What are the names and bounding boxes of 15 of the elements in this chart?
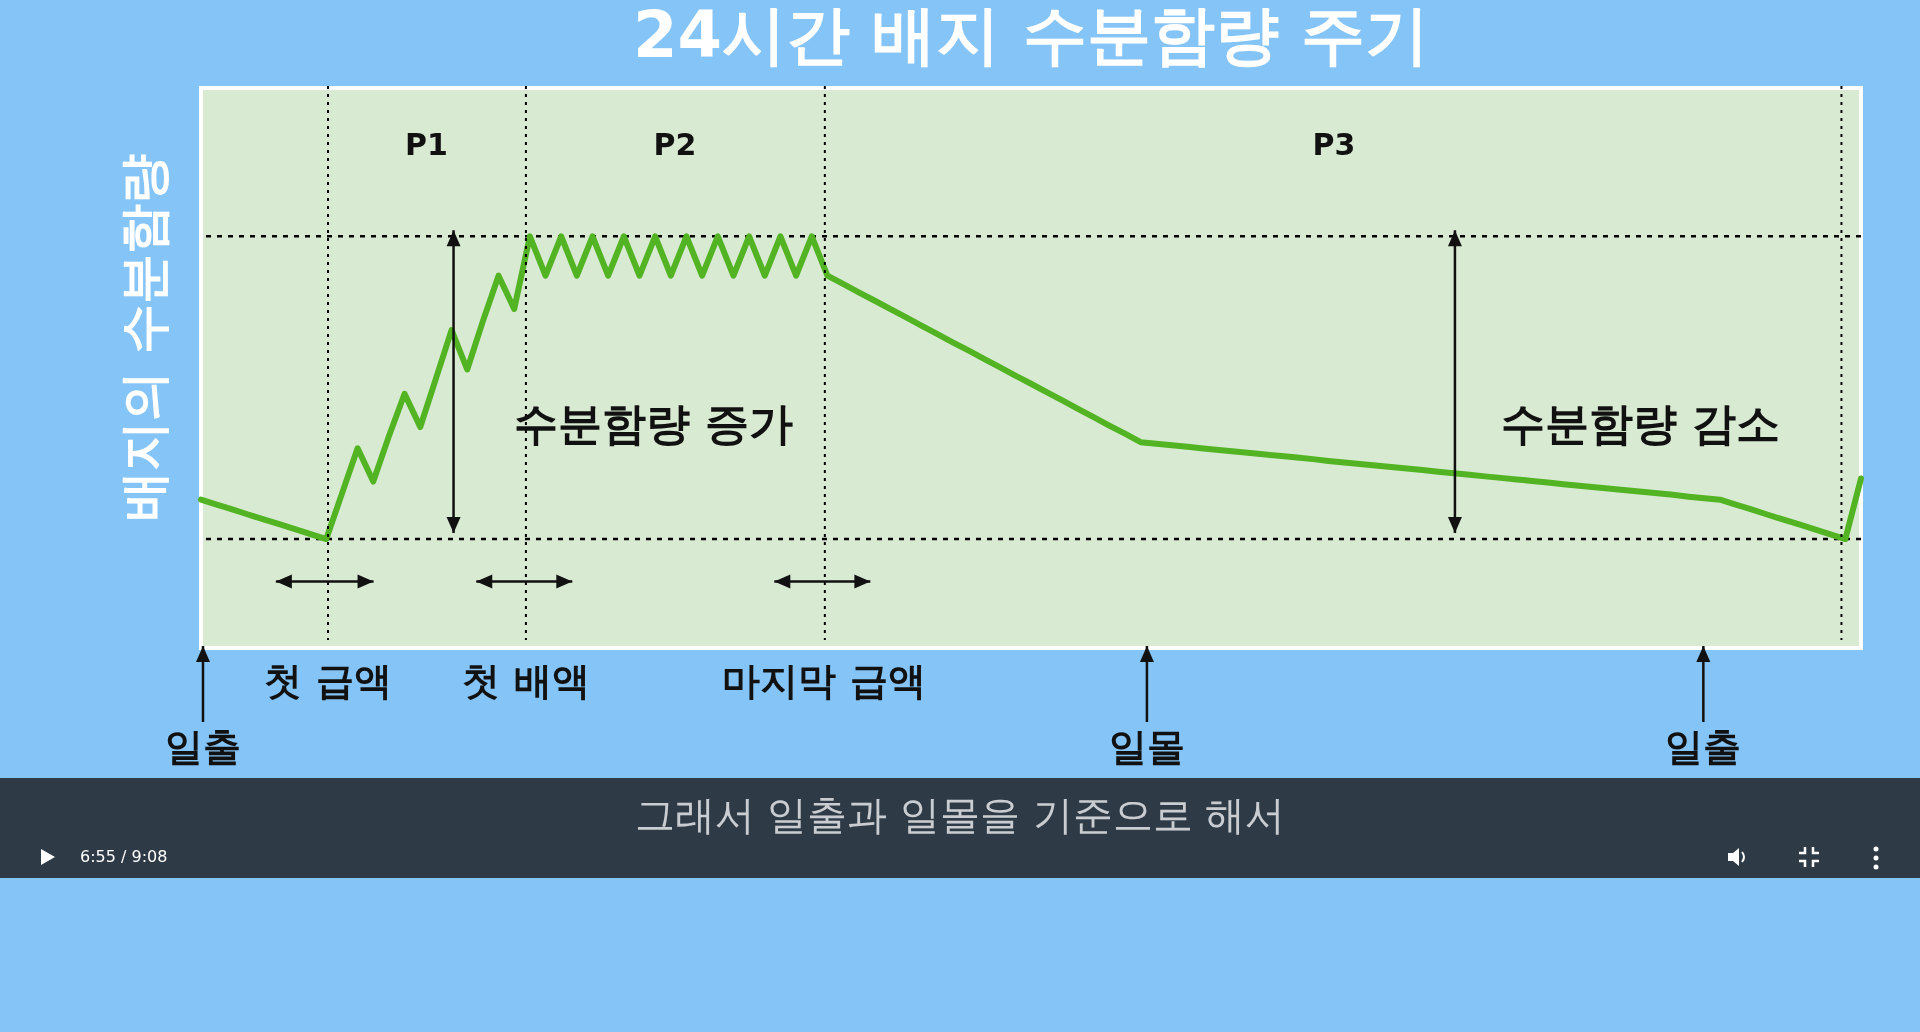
text: 일출 — [1665, 725, 1742, 769]
y-axis-title: 배지의 수분함량 — [115, 154, 173, 522]
text: 6:55 / 9:08 — [80, 847, 168, 866]
text: P2 — [653, 126, 697, 162]
text: 그래서 일출과 일몰을 기준으로 해서 — [633, 791, 1287, 840]
text: 일출 — [165, 725, 241, 769]
text: P1 — [405, 126, 448, 162]
text: 일몰 — [1108, 725, 1185, 769]
annotation: 수분함량 증가 — [513, 398, 794, 450]
text: 마지막 급액 — [722, 659, 926, 703]
text: 첫 급액 — [264, 659, 392, 703]
chart-title: 24시간 배지 수분함량 주기 — [633, 0, 1429, 72]
text: 첫 배액 — [462, 659, 590, 703]
text: P3 — [1312, 126, 1356, 162]
annotation: 수분함량 감소 — [1500, 398, 1781, 450]
